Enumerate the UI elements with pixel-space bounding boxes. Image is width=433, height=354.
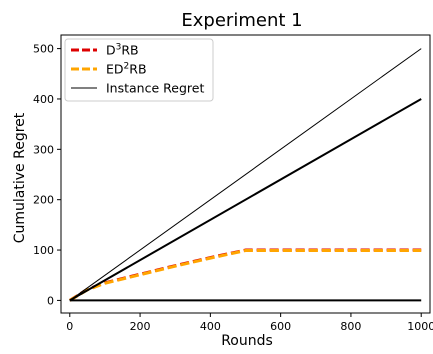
y-tick-label: 100 [33, 244, 54, 257]
x-axis-label: Rounds [221, 333, 273, 349]
x-tick-label: 1000 [407, 320, 433, 333]
x-axis: 0 200 400 600 800 1000 [66, 313, 433, 333]
x-tick-label: 200 [130, 320, 151, 333]
plot-area [68, 48, 422, 302]
y-tick-label: 200 [33, 194, 54, 207]
axes-frame [60, 34, 431, 314]
series-line-instance-0 [69, 48, 422, 301]
y-tick-label: 400 [33, 93, 54, 106]
legend-label-instance: Instance Regret [106, 81, 204, 96]
y-tick-label: 0 [47, 294, 54, 307]
series-line-ed2rb [69, 249, 422, 302]
y-tick-label: 500 [33, 43, 54, 56]
legend-label-d3rb: D3RB [106, 43, 139, 58]
chart-title: Experiment 1 [181, 10, 302, 31]
y-axis: 0 100 200 300 400 500 [33, 43, 61, 307]
x-tick-label: 600 [270, 320, 291, 333]
y-tick-label: 300 [33, 143, 54, 156]
legend-box [64, 38, 214, 102]
legend-label-ed2rb: ED2RB [106, 62, 147, 77]
y-axis-label: Cumulative Regret [12, 112, 28, 243]
x-tick-label: 800 [340, 320, 361, 333]
x-tick-label: 400 [200, 320, 221, 333]
x-tick-label: 0 [66, 320, 73, 333]
series-line-instance-1 [69, 98, 422, 302]
legend: D3RB ED2RB Instance Regret [64, 38, 214, 102]
series-line-d3rb [68, 248, 422, 302]
